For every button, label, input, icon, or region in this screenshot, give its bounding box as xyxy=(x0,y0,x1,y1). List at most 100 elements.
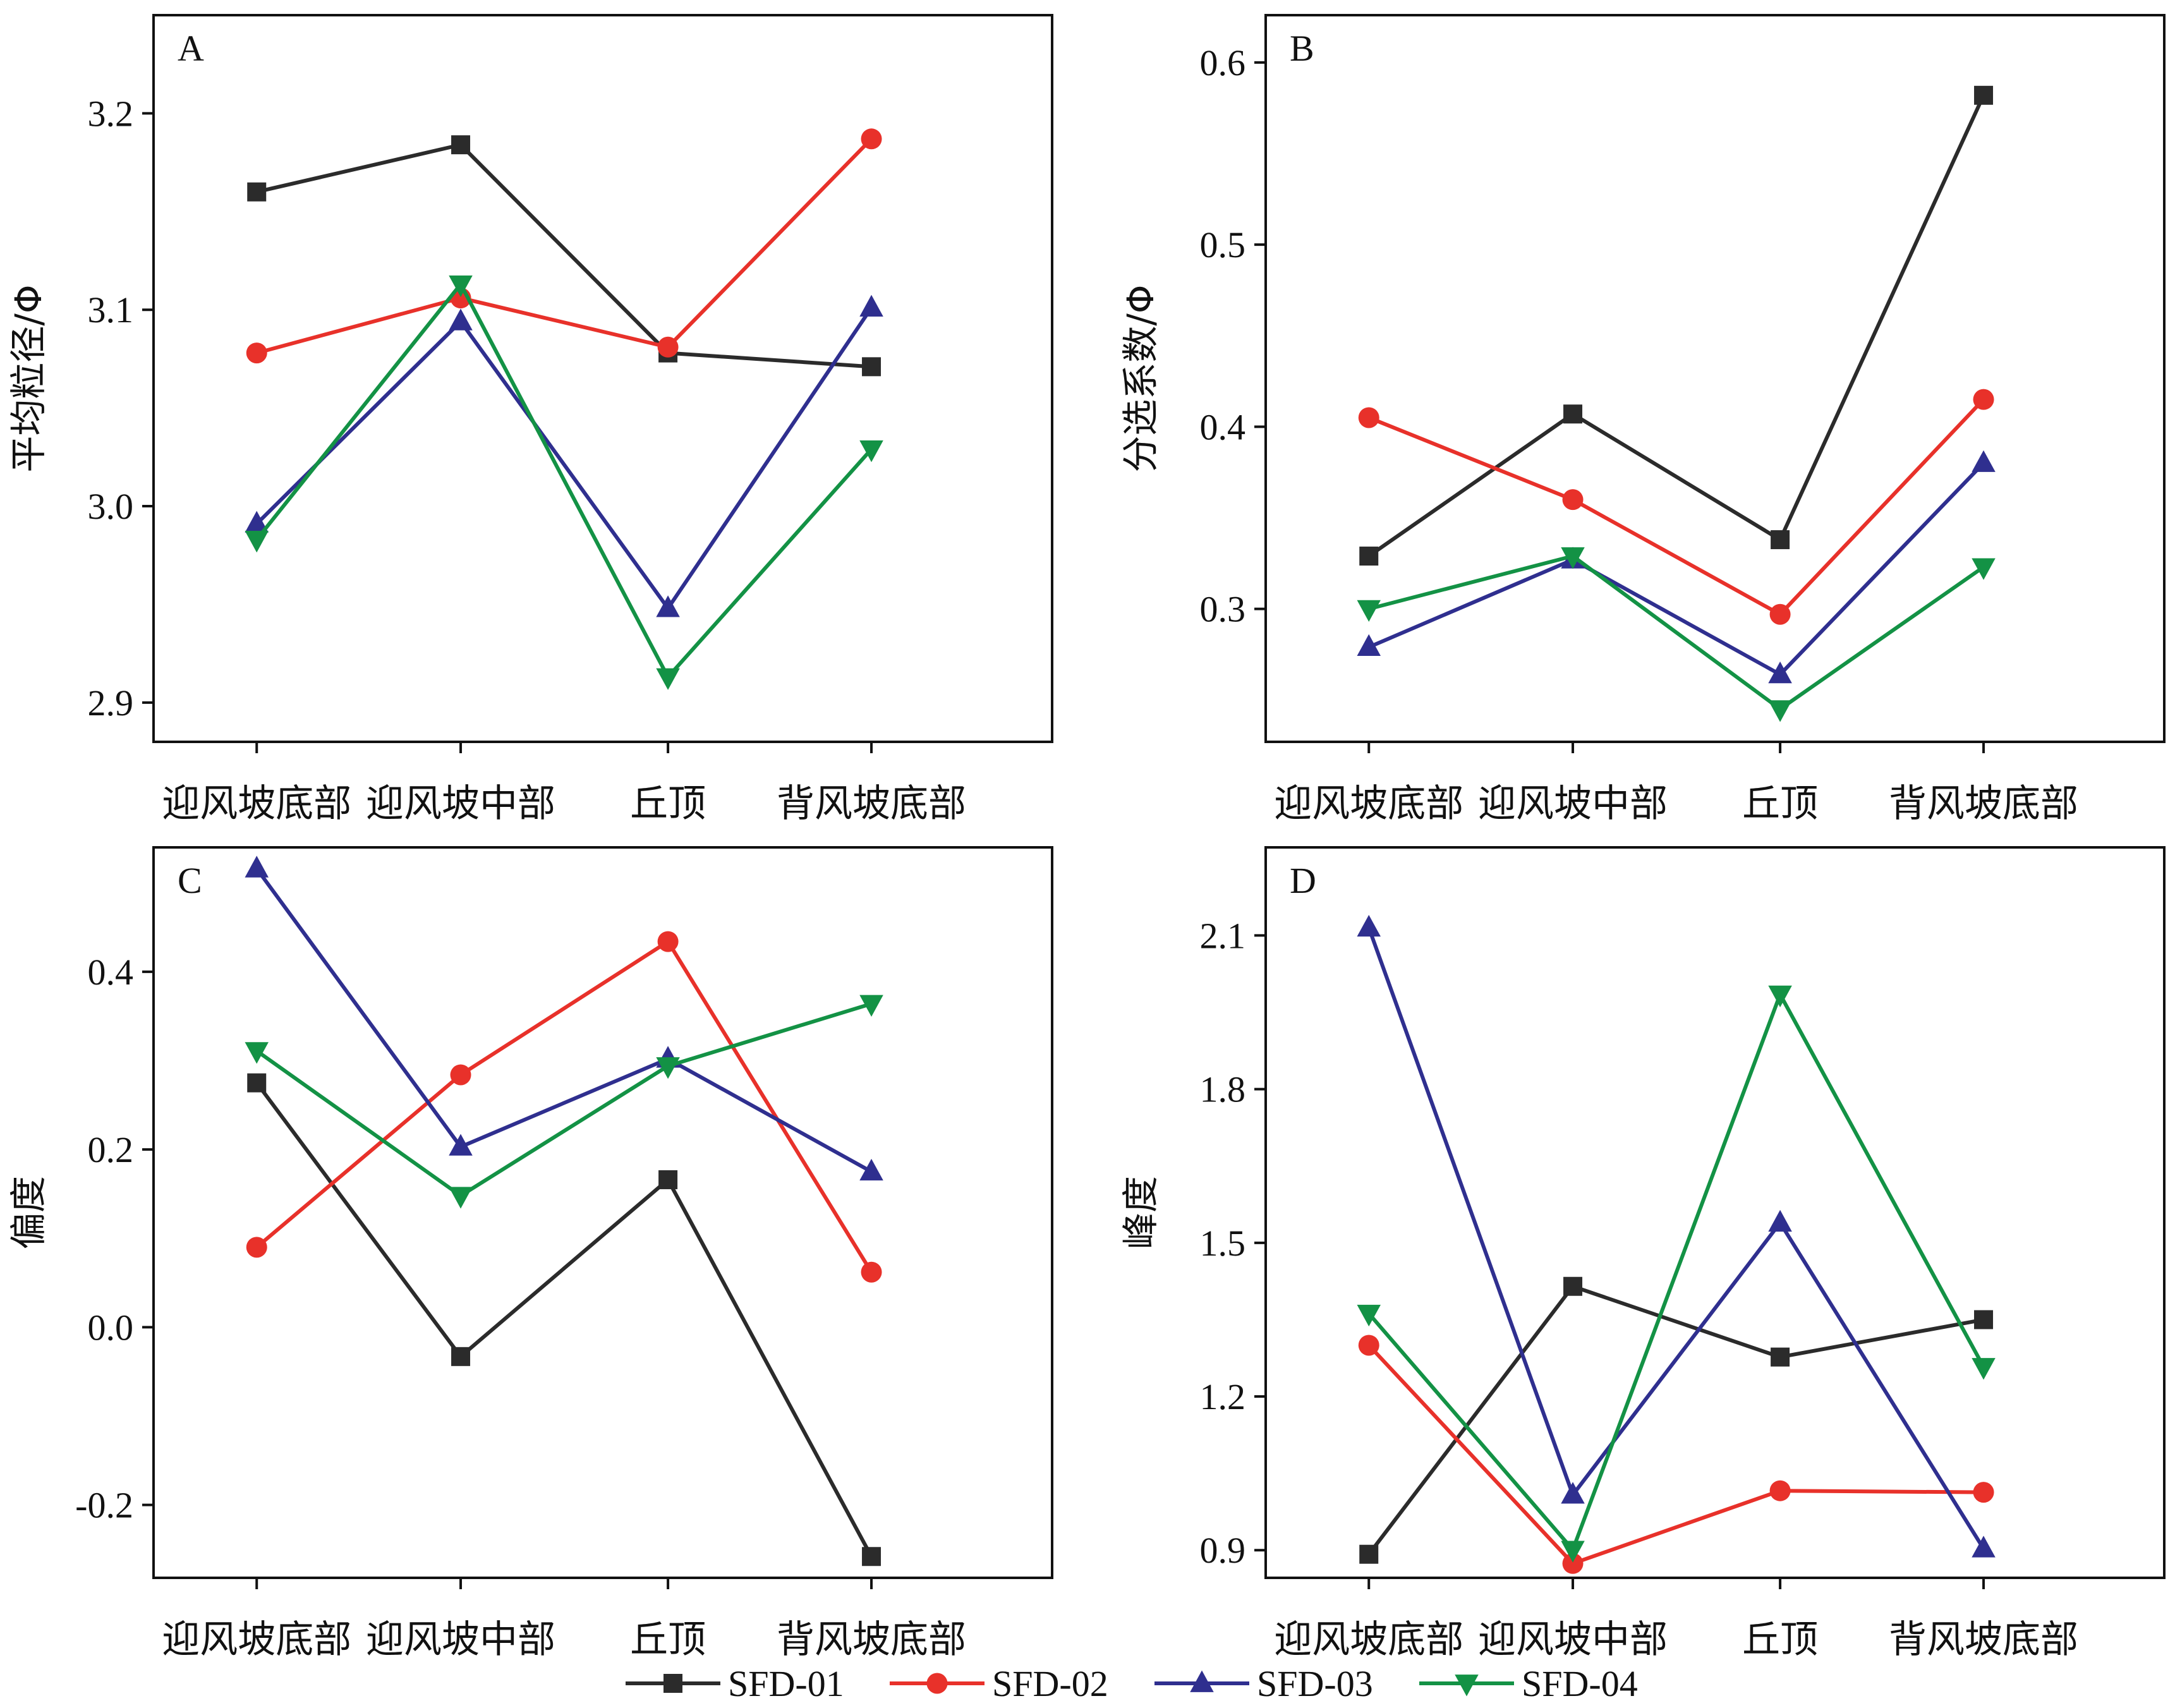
series-SFD-01 xyxy=(1359,1276,1994,1564)
plot-frame xyxy=(1264,14,2166,743)
x-category-label: 丘顶 xyxy=(630,1618,706,1662)
series-SFD-04 xyxy=(1357,547,1996,722)
data-point xyxy=(1768,1209,1792,1232)
y-tick-label: 2.1 xyxy=(1200,915,1246,956)
legend-label: SFD-03 xyxy=(1257,1663,1373,1704)
data-point xyxy=(1357,634,1381,656)
series-SFD-01 xyxy=(1359,85,1994,566)
data-point xyxy=(658,1170,678,1189)
series-line xyxy=(1367,1284,1984,1556)
series-line xyxy=(1367,927,1985,1550)
data-point xyxy=(449,275,473,298)
series-SFD-02 xyxy=(1358,1335,1994,1574)
data-point xyxy=(1972,450,1996,472)
data-point xyxy=(449,1134,473,1156)
data-point xyxy=(1562,1553,1584,1574)
data-point xyxy=(657,931,679,952)
series-SFD-02 xyxy=(1358,389,1994,625)
legend-marker xyxy=(926,1673,948,1694)
data-point xyxy=(449,308,473,330)
plot-frame xyxy=(152,846,1053,1579)
series-line xyxy=(255,867,873,1173)
data-point xyxy=(1358,1335,1379,1356)
data-point xyxy=(449,1187,473,1209)
data-point xyxy=(1973,389,1994,410)
x-category-label: 迎风坡底部 xyxy=(1274,782,1463,826)
panel-C: C -0.2 0.0 0.2 0.4 迎风坡底部 迎风坡中部 丘顶 背风坡底部 偏度 xyxy=(7,846,1053,1662)
data-point xyxy=(451,135,471,155)
legend-item-SFD-03: SFD-03 xyxy=(1154,1663,1373,1704)
y-tick-label: 0.2 xyxy=(88,1129,134,1170)
data-point xyxy=(1358,407,1379,428)
series-line xyxy=(1368,554,1985,712)
data-point xyxy=(1359,1544,1379,1564)
data-point xyxy=(1769,1480,1791,1501)
data-point xyxy=(451,1347,471,1366)
series-line xyxy=(1367,94,1985,558)
y-tick-label: 3.0 xyxy=(88,486,134,527)
x-category-label: 背风坡底部 xyxy=(777,782,966,826)
x-category-label: 丘顶 xyxy=(1742,782,1818,826)
data-point xyxy=(245,531,269,553)
panel-letter: B xyxy=(1290,28,1314,69)
data-point xyxy=(247,182,267,202)
x-category-label: 丘顶 xyxy=(1742,1618,1818,1662)
y-tick-label: 0.4 xyxy=(1200,406,1246,447)
x-category-label: 迎风坡中部 xyxy=(366,782,555,826)
data-point xyxy=(1357,600,1381,622)
panel-A: A 2.9 3.0 3.1 3.2 迎风坡底部 迎风坡中部 丘顶 背风坡底部 平均粒径/Φ xyxy=(7,14,1053,826)
y-tick-label: 0.5 xyxy=(1200,224,1246,265)
data-point xyxy=(859,294,883,317)
data-point xyxy=(859,440,883,463)
data-point xyxy=(1357,1304,1381,1327)
data-point xyxy=(1768,985,1792,1008)
x-category-label: 背风坡底部 xyxy=(1889,782,2078,826)
legend-marker xyxy=(1455,1675,1479,1697)
series-SFD-04 xyxy=(245,275,883,690)
y-tick-label: 0.6 xyxy=(1200,42,1246,83)
y-tick-label: -0.2 xyxy=(75,1485,133,1526)
panel-D: D 0.9 1.2 1.5 1.8 2.1 迎风坡底部 迎风坡中部 丘顶 背风坡底部 峰度 xyxy=(1119,846,2166,1662)
plot-frame xyxy=(152,14,1053,743)
data-point xyxy=(859,1158,883,1181)
data-point xyxy=(862,357,882,377)
series-line xyxy=(256,137,873,355)
y-axis-label: 平均粒径/Φ xyxy=(7,284,50,472)
data-point xyxy=(656,595,680,617)
data-point xyxy=(1561,1482,1585,1504)
y-tick-label: 0.4 xyxy=(88,952,134,993)
legend-label: SFD-02 xyxy=(992,1663,1108,1704)
data-point xyxy=(656,1057,680,1079)
data-point xyxy=(1771,530,1790,550)
legend-marker xyxy=(663,1674,682,1693)
data-point xyxy=(245,1042,269,1064)
x-category-label: 迎风坡中部 xyxy=(1478,1618,1668,1662)
data-point xyxy=(1563,1276,1583,1296)
series-SFD-01 xyxy=(247,1073,882,1566)
data-point xyxy=(859,995,883,1017)
data-point xyxy=(246,342,267,364)
y-tick-label: 2.9 xyxy=(88,682,134,724)
panel-B: B 0.3 0.4 0.5 0.6 迎风坡底部 迎风坡中部 丘顶 背风坡底部 分选系数/Φ xyxy=(1119,14,2166,826)
data-point xyxy=(657,336,679,358)
panel-letter: D xyxy=(1290,860,1316,901)
series-line xyxy=(255,940,873,1273)
x-category-label: 迎风坡底部 xyxy=(1274,1618,1463,1662)
series-line xyxy=(1368,461,1985,677)
data-point xyxy=(1972,558,1996,580)
plot-frame xyxy=(1264,846,2166,1579)
series-line xyxy=(1367,1343,1984,1566)
data-point xyxy=(656,668,680,690)
data-point xyxy=(1359,547,1379,566)
data-point xyxy=(247,1073,267,1093)
y-axis-label: 偏度 xyxy=(7,1176,50,1249)
y-axis-label: 分选系数/Φ xyxy=(1119,284,1162,472)
data-point xyxy=(861,128,882,150)
data-point xyxy=(1973,1482,1994,1503)
x-category-label: 迎风坡中部 xyxy=(366,1618,555,1662)
data-point xyxy=(1563,404,1583,424)
data-point xyxy=(450,1064,471,1086)
y-tick-label: 0.9 xyxy=(1200,1530,1246,1571)
series-SFD-02 xyxy=(246,931,882,1283)
series-SFD-03 xyxy=(245,294,883,617)
